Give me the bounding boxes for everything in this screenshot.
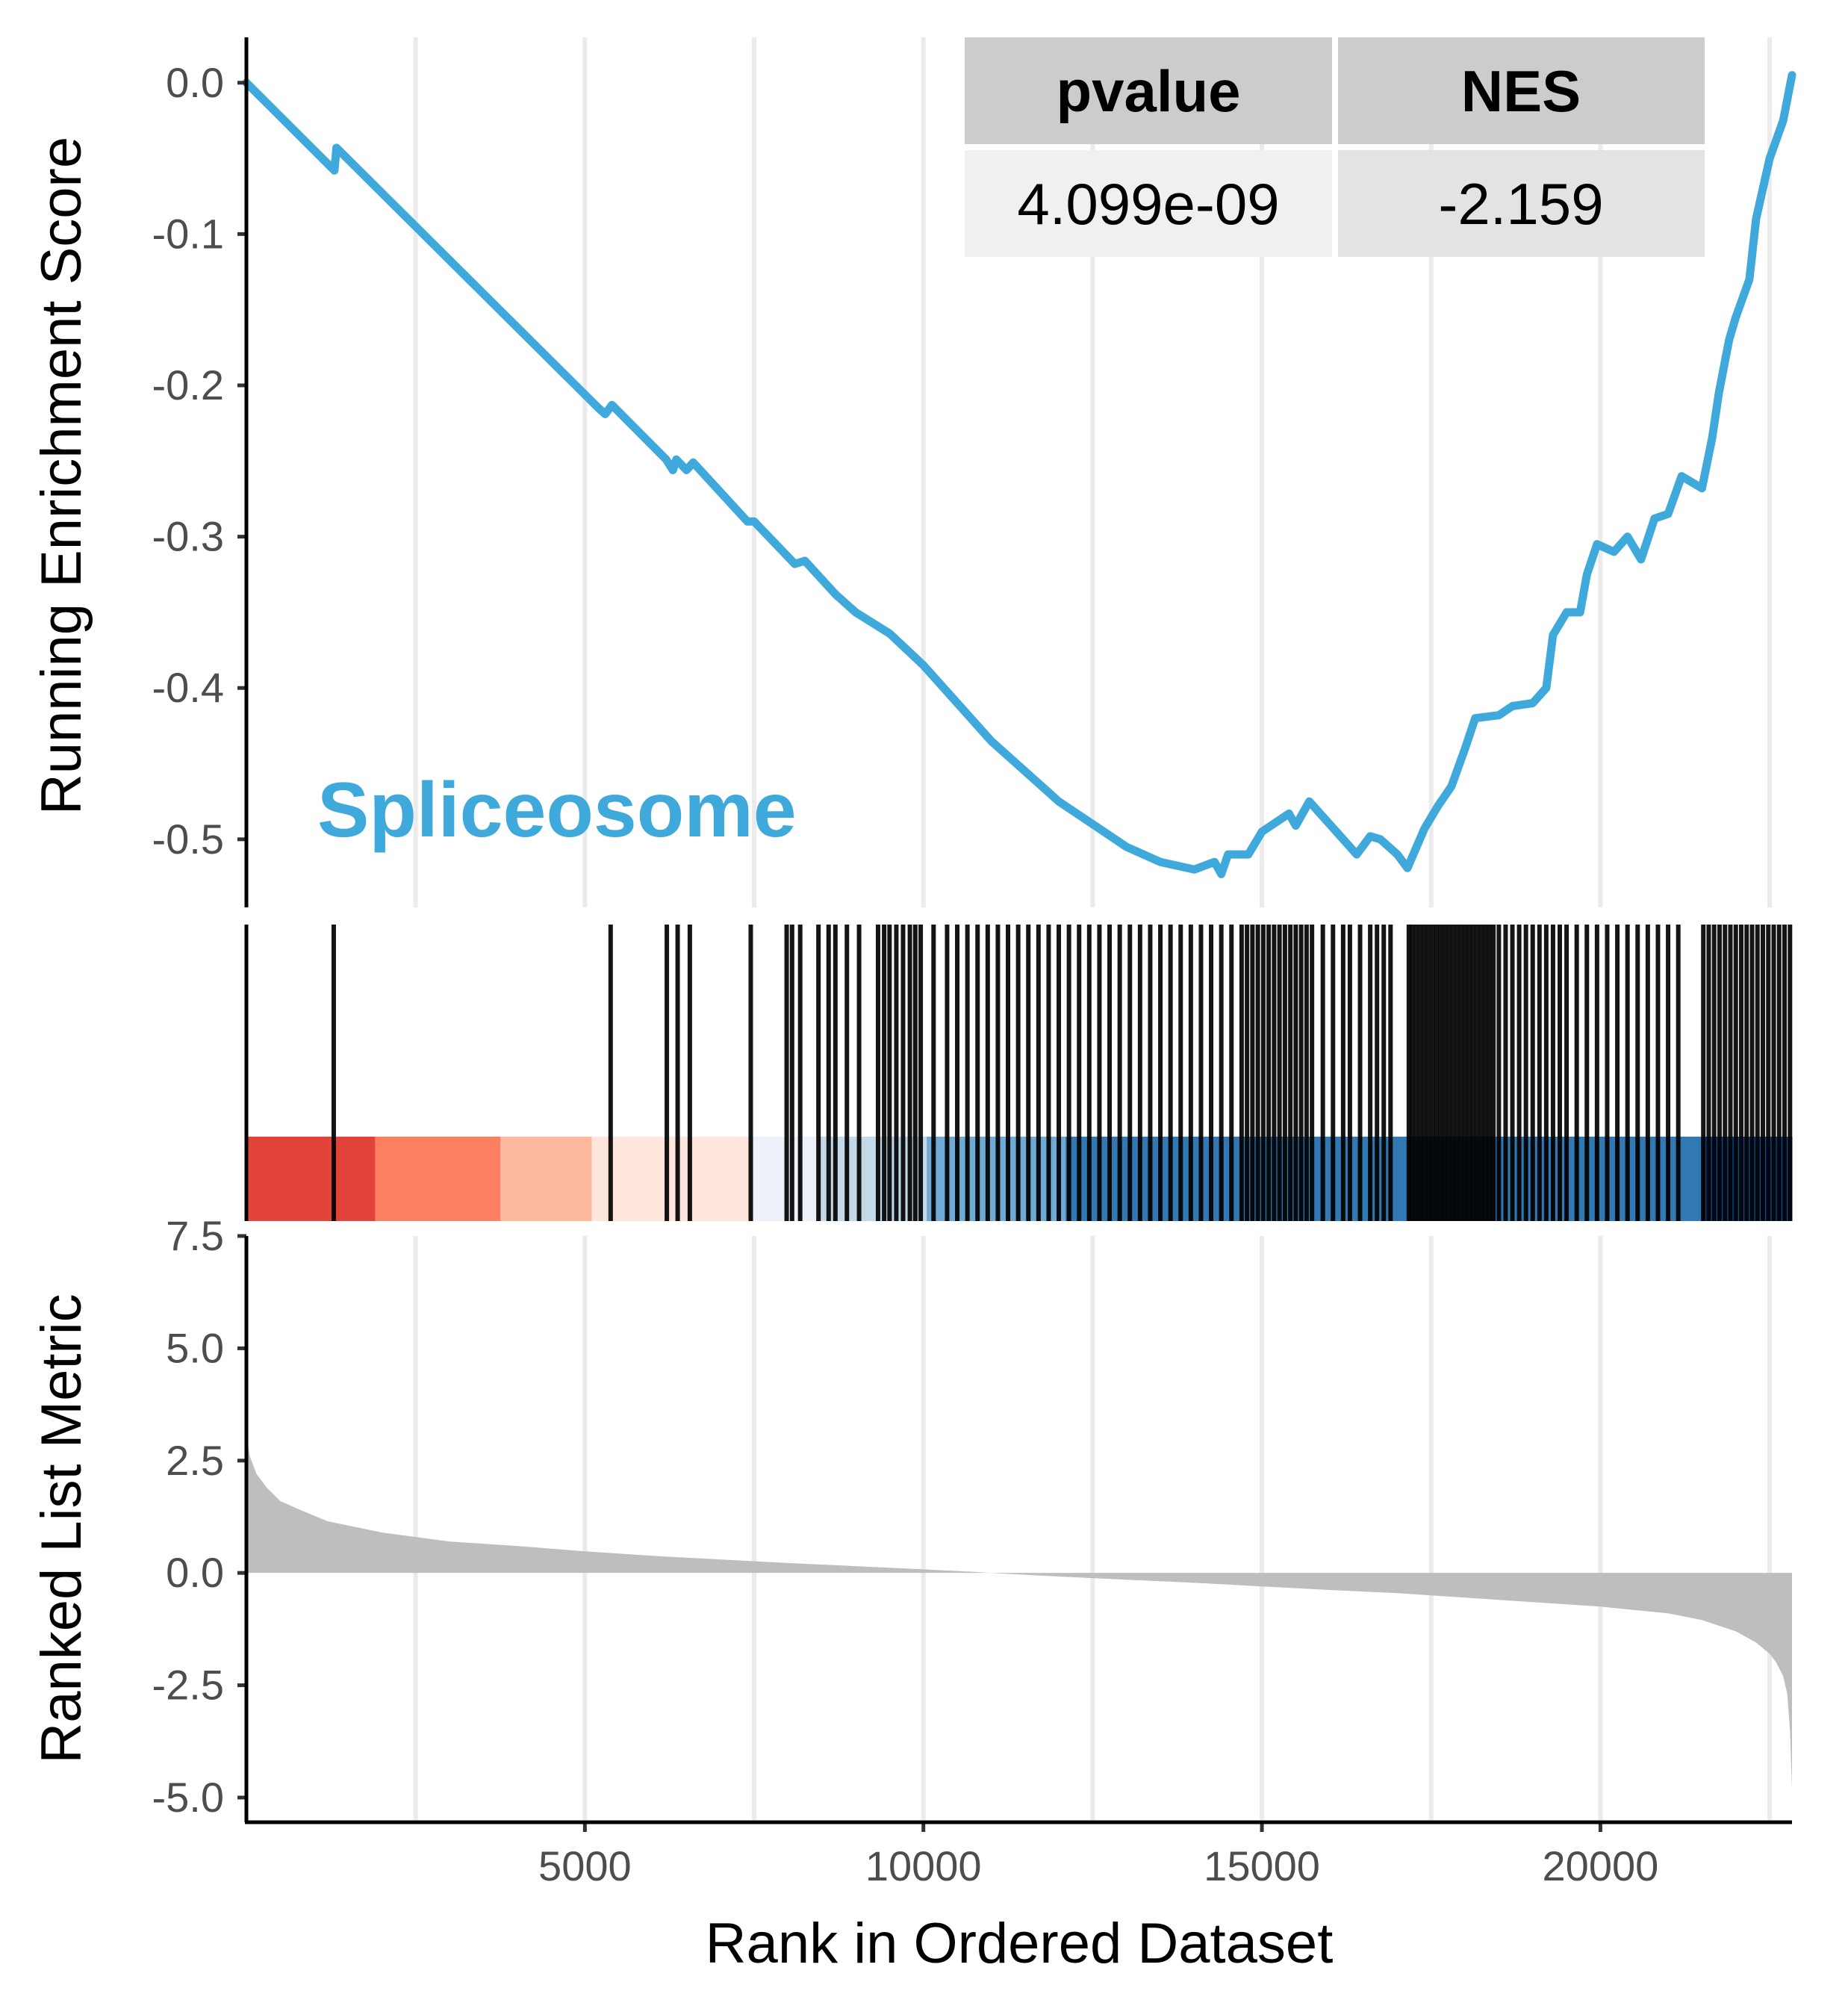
es-y-tick-label: -0.5 bbox=[152, 816, 225, 863]
es-y-tick-label: 0.0 bbox=[166, 59, 224, 106]
x-axis-title: Rank in Ordered Dataset bbox=[706, 1912, 1334, 1975]
metric-area-fill bbox=[246, 1433, 1792, 1789]
es-y-tick-label: -0.1 bbox=[152, 210, 225, 257]
x-tick-label: 15000 bbox=[1204, 1842, 1320, 1889]
metric-y-tick-label: -5.0 bbox=[152, 1774, 225, 1821]
stats-header-pvalue: pvalue bbox=[1056, 58, 1240, 124]
x-tick-label: 5000 bbox=[538, 1842, 632, 1889]
rank-color-band bbox=[500, 1137, 592, 1221]
metric-y-ticks: 7.5 5.0 2.5 0.0 -2.5 -5.0 bbox=[152, 1212, 246, 1821]
x-tick-label: 10000 bbox=[865, 1842, 982, 1889]
rank-color-band bbox=[591, 1137, 751, 1221]
enrichment-score-panel: 0.0 -0.1 -0.2 -0.3 -0.4 -0.5 Running Enrichme… bbox=[30, 37, 1796, 907]
stats-header-nes: NES bbox=[1461, 58, 1581, 124]
es-y-tick-label: -0.2 bbox=[152, 361, 225, 409]
es-y-axis-title: Running Enrichment Score bbox=[30, 137, 93, 815]
metric-y-tick-label: 7.5 bbox=[166, 1212, 224, 1259]
stats-value-nes-cell bbox=[1338, 150, 1705, 257]
stats-table: pvalue NES 4.099e-09 -2.159 bbox=[965, 37, 1705, 257]
metric-y-tick-label: -2.5 bbox=[152, 1662, 225, 1709]
metric-y-tick-label: 5.0 bbox=[166, 1324, 224, 1371]
rank-color-band bbox=[246, 1137, 376, 1221]
rank-color-band bbox=[375, 1137, 501, 1221]
metric-y-axis-title: Ranked List Metric bbox=[30, 1293, 93, 1763]
ranked-metric-panel: 7.5 5.0 2.5 0.0 -2.5 -5.0 5000 10000 15000 20000… bbox=[30, 1212, 1792, 1975]
es-series-line bbox=[242, 71, 1796, 878]
metric-y-tick-label: 0.0 bbox=[166, 1549, 224, 1596]
stats-header-nes-cell bbox=[1338, 37, 1705, 144]
metric-y-tick-label: 2.5 bbox=[166, 1437, 224, 1484]
es-y-tick-label: -0.3 bbox=[152, 513, 225, 560]
es-y-tick-label: -0.4 bbox=[152, 664, 225, 711]
stats-value-pvalue: 4.099e-09 bbox=[1017, 171, 1279, 237]
stats-header-pvalue-cell bbox=[965, 37, 1332, 144]
pathway-name-label: Spliceosome bbox=[317, 767, 797, 854]
metric-gridlines bbox=[413, 1236, 1773, 1820]
gene-hit-panel bbox=[244, 925, 1793, 1221]
stats-value-pvalue-cell bbox=[965, 150, 1332, 257]
stats-value-nes: -2.159 bbox=[1438, 171, 1603, 237]
es-y-ticks: 0.0 -0.1 -0.2 -0.3 -0.4 -0.5 bbox=[152, 59, 246, 863]
x-tick-label: 20000 bbox=[1543, 1842, 1659, 1889]
gene-hit-barcode bbox=[331, 925, 1793, 1221]
metric-x-ticks: 5000 10000 15000 20000 bbox=[538, 1822, 1658, 1889]
